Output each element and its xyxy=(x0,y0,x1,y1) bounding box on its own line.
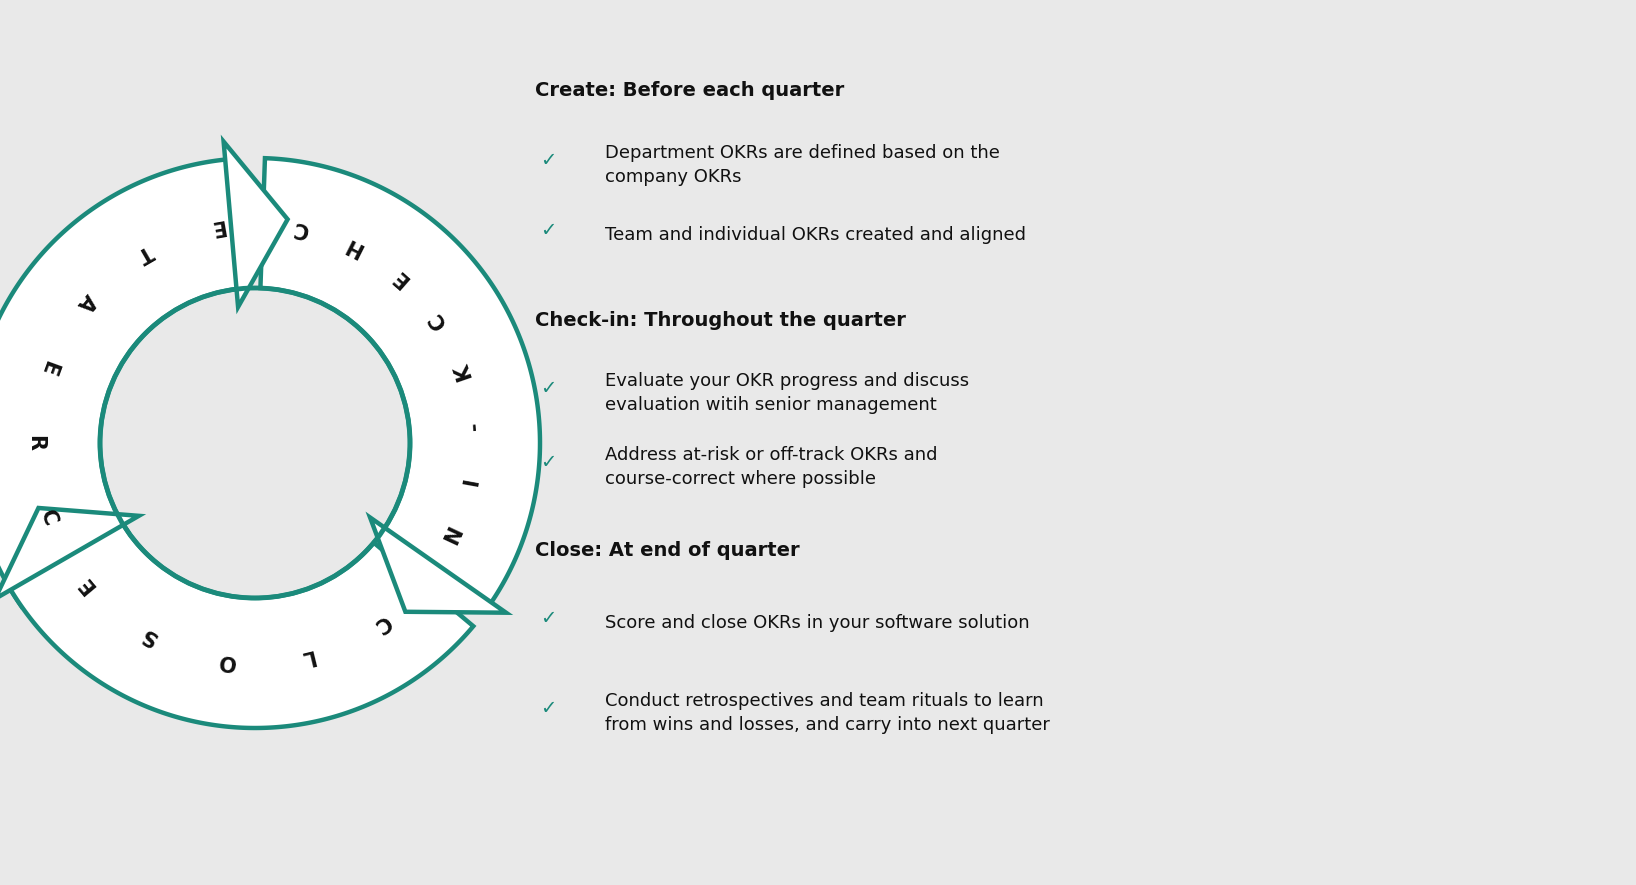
Text: Conduct retrospectives and team rituals to learn
from wins and losses, and carry: Conduct retrospectives and team rituals … xyxy=(605,691,1050,735)
Text: E: E xyxy=(74,573,98,596)
Text: ✓: ✓ xyxy=(540,150,556,170)
Text: H: H xyxy=(342,234,366,259)
Text: Check-in: Throughout the quarter: Check-in: Throughout the quarter xyxy=(535,311,906,329)
Text: C: C xyxy=(291,217,311,239)
Text: ✓: ✓ xyxy=(540,379,556,397)
Text: A: A xyxy=(74,289,100,314)
Text: E: E xyxy=(389,266,412,290)
Text: Address at-risk or off-track OKRs and
course-correct where possible: Address at-risk or off-track OKRs and co… xyxy=(605,445,937,489)
Text: -: - xyxy=(465,421,484,431)
Text: S: S xyxy=(137,624,160,648)
Text: Close: At end of quarter: Close: At end of quarter xyxy=(535,541,800,559)
Polygon shape xyxy=(8,520,473,728)
Text: Department OKRs are defined based on the
company OKRs: Department OKRs are defined based on the… xyxy=(605,143,1000,187)
Text: C: C xyxy=(36,508,61,529)
Text: C: C xyxy=(425,309,450,333)
Text: Evaluate your OKR progress and discuss
evaluation witih senior management: Evaluate your OKR progress and discuss e… xyxy=(605,372,969,414)
Text: C: C xyxy=(370,611,393,635)
Text: E: E xyxy=(208,215,226,237)
Text: ✓: ✓ xyxy=(540,609,556,627)
Polygon shape xyxy=(370,518,506,612)
Text: Score and close OKRs in your software solution: Score and close OKRs in your software so… xyxy=(605,614,1029,632)
Text: O: O xyxy=(216,650,236,673)
Text: E: E xyxy=(36,358,61,378)
Text: N: N xyxy=(442,524,468,548)
Polygon shape xyxy=(0,159,242,606)
Text: ✓: ✓ xyxy=(540,220,556,240)
Text: I: I xyxy=(461,477,483,488)
Text: R: R xyxy=(25,435,46,451)
Polygon shape xyxy=(0,508,139,599)
Polygon shape xyxy=(260,158,540,606)
Text: ✓: ✓ xyxy=(540,698,556,718)
Text: K: K xyxy=(452,360,474,381)
Polygon shape xyxy=(224,142,288,307)
Text: L: L xyxy=(298,645,316,668)
Text: Create: Before each quarter: Create: Before each quarter xyxy=(535,81,844,99)
Text: ✓: ✓ xyxy=(540,452,556,472)
Text: Team and individual OKRs created and aligned: Team and individual OKRs created and ali… xyxy=(605,226,1026,244)
Text: T: T xyxy=(134,240,155,265)
